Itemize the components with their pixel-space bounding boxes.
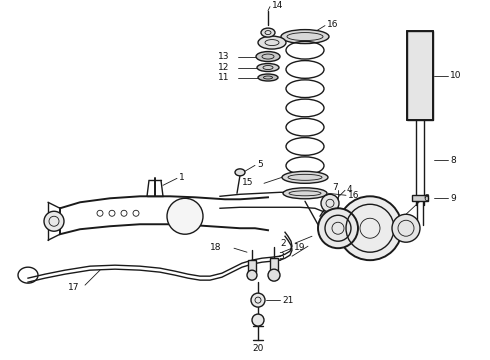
Bar (270, 258, 278, 272)
Ellipse shape (283, 188, 327, 199)
Circle shape (318, 208, 358, 248)
Ellipse shape (261, 28, 275, 37)
Text: 13: 13 (218, 52, 229, 61)
Text: 20: 20 (252, 343, 264, 352)
Text: 12: 12 (218, 63, 229, 72)
Bar (412, 195, 428, 201)
Circle shape (268, 269, 280, 281)
Ellipse shape (282, 171, 328, 183)
Text: 11: 11 (218, 73, 229, 82)
Text: 8: 8 (450, 156, 456, 165)
Text: 17: 17 (68, 283, 79, 292)
Text: 21: 21 (282, 296, 294, 305)
Text: 7: 7 (332, 183, 338, 192)
Ellipse shape (256, 51, 280, 62)
Ellipse shape (235, 169, 245, 176)
Circle shape (338, 196, 402, 260)
Bar (248, 260, 256, 272)
Text: 14: 14 (272, 1, 283, 10)
Ellipse shape (258, 74, 278, 81)
Bar (407, 31, 433, 121)
Ellipse shape (257, 63, 279, 72)
Text: 5: 5 (257, 160, 263, 169)
Text: 1: 1 (179, 173, 185, 182)
Text: 9: 9 (450, 194, 456, 203)
Circle shape (44, 211, 64, 231)
Circle shape (247, 270, 257, 280)
Ellipse shape (258, 36, 286, 49)
Circle shape (252, 314, 264, 326)
Text: 4: 4 (347, 185, 353, 194)
Circle shape (321, 194, 339, 212)
Text: 16: 16 (348, 191, 360, 200)
Text: 2: 2 (280, 239, 286, 248)
Text: 10: 10 (450, 71, 462, 80)
Text: 15: 15 (242, 178, 253, 187)
Text: 6: 6 (423, 194, 429, 203)
Text: 16: 16 (327, 20, 339, 29)
Circle shape (167, 198, 203, 234)
Text: 3: 3 (278, 252, 284, 261)
Text: 19: 19 (294, 243, 305, 252)
Text: 18: 18 (210, 243, 221, 252)
Circle shape (392, 214, 420, 242)
Ellipse shape (281, 30, 329, 44)
Circle shape (251, 293, 265, 307)
